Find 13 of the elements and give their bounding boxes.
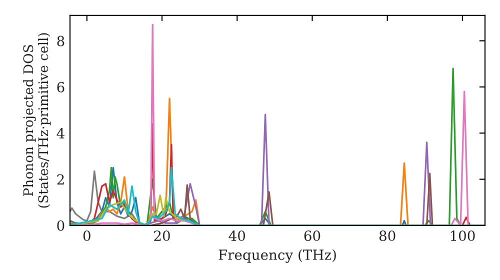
- x-tick-label: 100: [450, 230, 475, 242]
- x-axis-title: Frequency (THz): [218, 249, 336, 263]
- y-tick-label: 6: [57, 82, 64, 92]
- x-tick-label: 60: [304, 230, 320, 242]
- x-tick-label: 20: [154, 230, 170, 242]
- y-tick-label: 2: [57, 174, 64, 185]
- x-tick-label: 80: [379, 230, 396, 242]
- y-tick-label: 4: [56, 128, 64, 138]
- y-tick-label: 0: [57, 220, 64, 231]
- y-tick-label: 8: [57, 36, 64, 46]
- y-axis-title: Phonon projected DOS (States/THz·primitive cell): [23, 33, 51, 208]
- x-tick-label: 0: [83, 230, 90, 242]
- x-tick-label: 40: [228, 230, 246, 242]
